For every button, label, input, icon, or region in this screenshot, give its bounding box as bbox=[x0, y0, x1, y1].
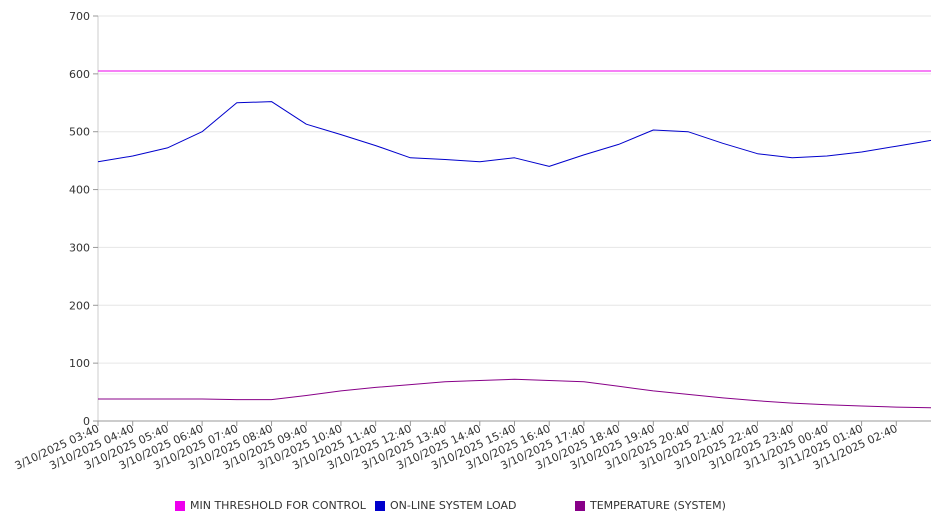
legend-item-system-load[interactable]: ON-LINE SYSTEM LOAD bbox=[375, 499, 516, 512]
y-tick-label-4: 400 bbox=[69, 184, 90, 197]
legend-label-min-threshold: MIN THRESHOLD FOR CONTROL bbox=[190, 499, 366, 512]
series-line-temperature-system bbox=[98, 378, 932, 409]
grid-lines bbox=[98, 15, 931, 364]
legend-item-temperature[interactable]: TEMPERATURE (SYSTEM) bbox=[575, 499, 726, 512]
legend-swatch-system-load bbox=[375, 500, 385, 511]
y-tick-label-3: 300 bbox=[69, 241, 90, 254]
series-lines bbox=[97, 70, 932, 409]
legend-swatch-temperature bbox=[575, 500, 585, 511]
y-tick-label-0: 0 bbox=[83, 415, 90, 428]
legend-label-system-load: ON-LINE SYSTEM LOAD bbox=[390, 499, 517, 512]
y-tick-label-5: 500 bbox=[69, 126, 90, 139]
y-tick-label-1: 100 bbox=[69, 357, 90, 370]
legend-item-min-threshold[interactable]: MIN THRESHOLD FOR CONTROL bbox=[175, 499, 366, 512]
legend-swatch-min-threshold bbox=[175, 500, 185, 511]
legend: MIN THRESHOLD FOR CONTROL ON-LINE SYSTEM… bbox=[0, 499, 946, 515]
series-line-on-line-system-load bbox=[97, 101, 932, 167]
legend-label-temperature: TEMPERATURE (SYSTEM) bbox=[590, 499, 726, 512]
y-tick-label-7: 700 bbox=[69, 10, 90, 23]
y-axis-ticks: 0 100 200 300 400 500 600 700 bbox=[69, 10, 98, 428]
axes bbox=[97, 16, 931, 422]
y-tick-label-2: 200 bbox=[69, 299, 90, 312]
y-tick-label-6: 600 bbox=[69, 68, 90, 81]
x-axis-ticks: 3/10/2025 03:403/10/2025 04:403/10/2025 … bbox=[13, 421, 900, 472]
